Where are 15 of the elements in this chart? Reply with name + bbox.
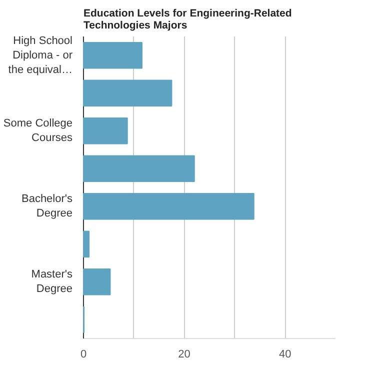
x-tick-label: 40 xyxy=(278,348,292,360)
x-tick-label: 0 xyxy=(80,348,87,360)
y-tick-label: High School Diploma - or the equival… xyxy=(8,34,73,76)
bar xyxy=(83,118,128,144)
x-tick-label: 20 xyxy=(178,348,190,360)
bar xyxy=(83,230,90,258)
y-tick-label: Bachelor's Degree xyxy=(21,193,73,220)
bar xyxy=(83,268,111,296)
bar xyxy=(83,193,254,220)
bar xyxy=(83,155,195,182)
y-tick-label: Some College Courses xyxy=(3,118,73,144)
chart-title: Education Levels for Engineering-Related Technologies Majors xyxy=(84,8,292,32)
y-tick-label: Master's Degree xyxy=(31,268,73,296)
bar xyxy=(83,80,172,106)
bar xyxy=(83,42,142,69)
